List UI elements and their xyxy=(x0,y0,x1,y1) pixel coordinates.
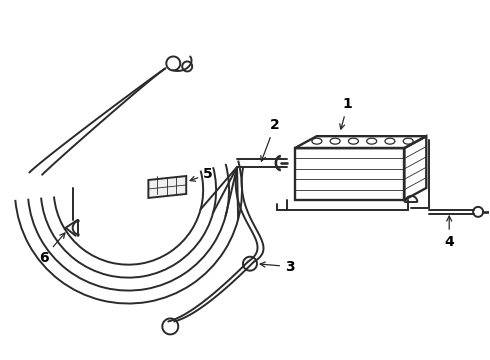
Text: 6: 6 xyxy=(39,233,65,265)
Text: 1: 1 xyxy=(340,97,353,129)
Text: 3: 3 xyxy=(260,260,294,274)
Polygon shape xyxy=(148,176,186,198)
Text: 2: 2 xyxy=(261,118,280,161)
Text: 4: 4 xyxy=(444,216,454,249)
Text: 5: 5 xyxy=(190,167,213,181)
